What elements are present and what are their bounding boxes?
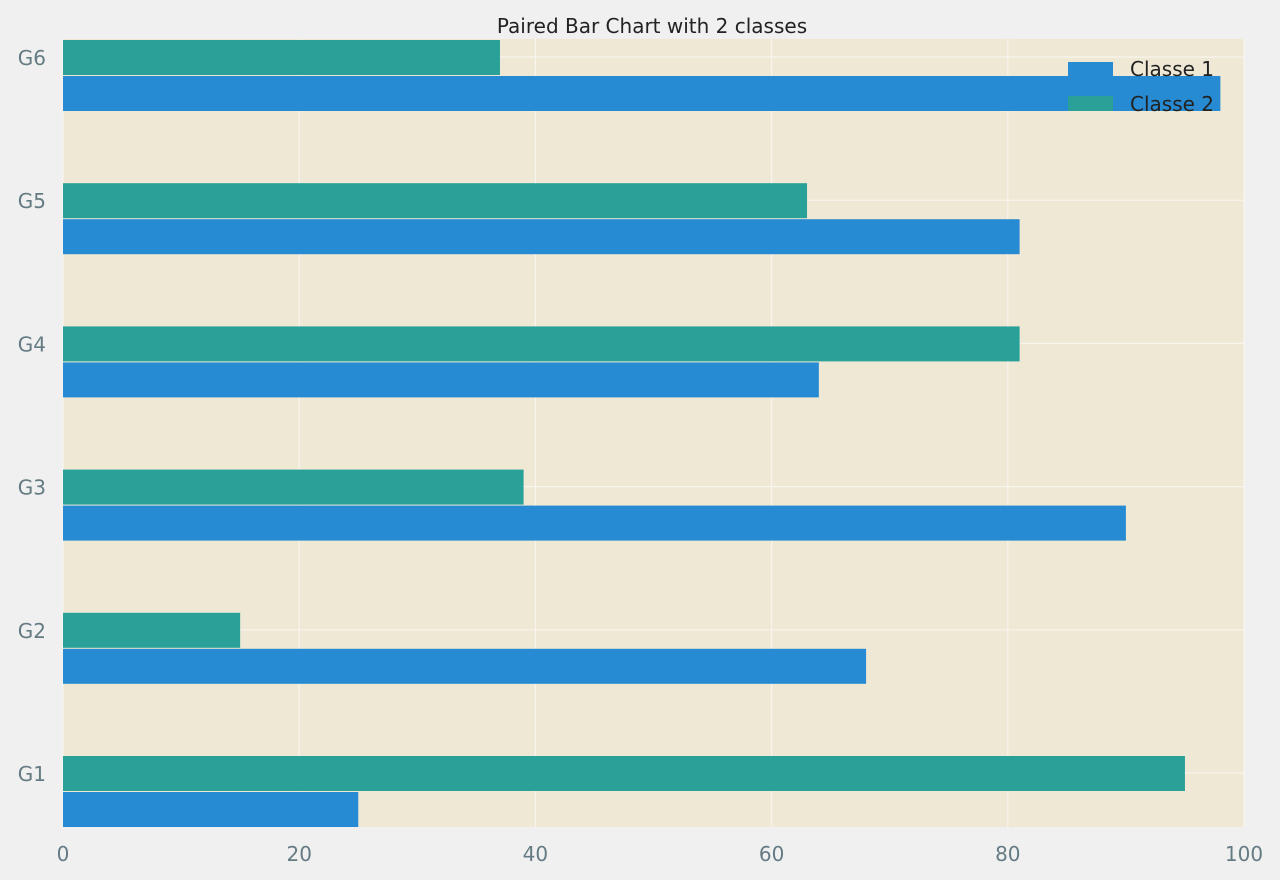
- y-tick-label-g6: G6: [18, 46, 46, 70]
- legend-swatch-classe-2: [1068, 96, 1113, 111]
- y-tick-label-g1: G1: [18, 762, 46, 786]
- x-tick-label-20: 20: [286, 842, 311, 866]
- bar-g3-classe-2: [63, 469, 524, 505]
- bar-g5-classe-2: [63, 183, 808, 219]
- legend-swatch-classe-1: [1068, 62, 1113, 77]
- bar-g5-classe-1: [63, 219, 1020, 255]
- bar-g1-classe-1: [63, 792, 359, 827]
- bars: [63, 40, 1221, 827]
- x-tick-labels: 0 20 40 60 80 100: [57, 842, 1263, 866]
- bar-g4-classe-1: [63, 362, 819, 398]
- bar-g3-classe-1: [63, 505, 1126, 541]
- y-tick-label-g3: G3: [18, 476, 46, 500]
- x-tick-label-80: 80: [995, 842, 1020, 866]
- bar-g4-classe-2: [63, 326, 1020, 362]
- y-tick-label-g4: G4: [18, 332, 46, 356]
- y-tick-label-g5: G5: [18, 189, 46, 213]
- bar-g1-classe-2: [63, 756, 1185, 791]
- legend-label-classe-2: Classe 2: [1130, 92, 1214, 116]
- x-tick-label-0: 0: [57, 842, 70, 866]
- bar-g6-classe-1: [63, 76, 1221, 111]
- y-tick-label-g2: G2: [18, 619, 46, 643]
- bar-g2-classe-2: [63, 612, 241, 648]
- bar-g6-classe-2: [63, 40, 500, 75]
- x-tick-label-60: 60: [759, 842, 784, 866]
- legend: Classe 1 Classe 2: [1068, 57, 1214, 116]
- legend-label-classe-1: Classe 1: [1130, 57, 1214, 81]
- chart-title: Paired Bar Chart with 2 classes: [497, 14, 807, 38]
- x-tick-label-100: 100: [1225, 842, 1263, 866]
- bar-g2-classe-1: [63, 648, 867, 684]
- plot-background: [63, 39, 1244, 827]
- x-tick-label-40: 40: [523, 842, 548, 866]
- y-tick-labels: G1 G2 G3 G4 G5 G6: [18, 46, 46, 786]
